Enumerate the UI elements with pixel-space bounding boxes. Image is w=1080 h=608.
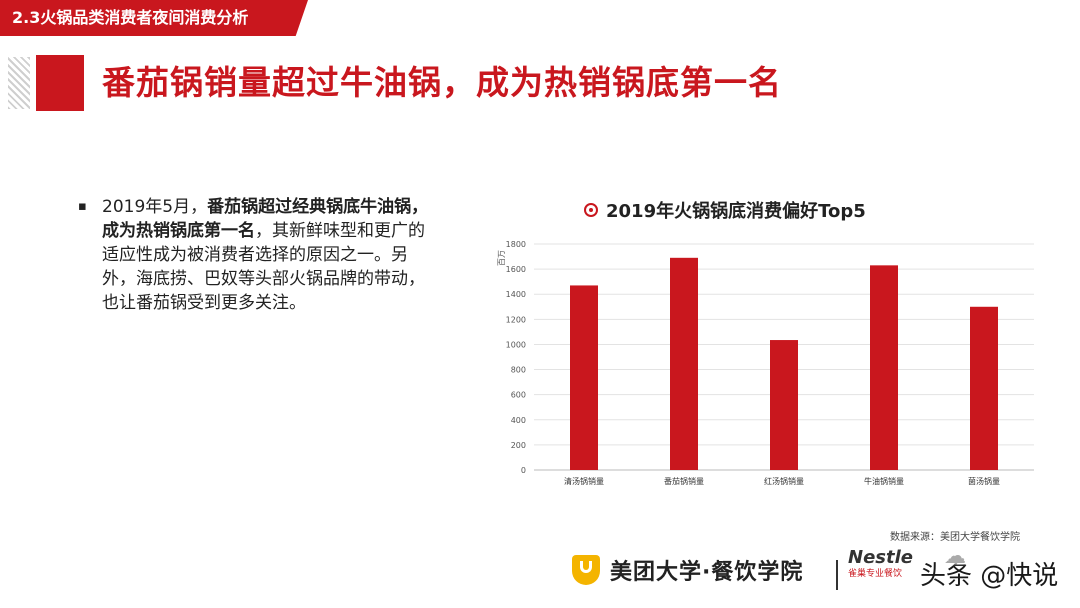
bar [770,340,798,470]
paragraph-rest: ，其新鲜味型和更广的适应性成为被消费者选择的原因之一。另外，海底捞、巴奴等头部火… [102,221,425,313]
data-source: 数据来源：美团大学餐饮学院 [890,532,1020,543]
x-tick-label: 清汤锅销量 [564,476,604,486]
bullet-marker: ▪ [78,199,87,214]
org-name: 美团大学·餐饮学院 [610,560,804,585]
chat-bubble-icon: ☁ [944,544,966,569]
footer-divider [836,560,838,590]
y-tick-label: 600 [511,391,526,400]
paragraph-body: 2019年5月，番茄锅超过经典锅底牛油锅，成为热销锅底第一名，其新鲜味型和更广的… [102,195,436,315]
x-tick-label: 牛油锅销量 [864,476,904,486]
paragraph-bold: 番茄锅超过经典锅底牛油锅，成为热销锅底第一名 [102,197,429,241]
y-tick-label: 200 [511,441,526,450]
y-tick-label: 1200 [506,315,526,324]
y-tick-label: 400 [511,416,526,425]
watermark-text: 头条 @快说 [920,560,1059,591]
watermark: ☁ 头条 @快说 [920,544,1070,600]
bar-chart: 0 200 400 600 800 1000 1200 1400 1600 1800百万清汤锅销量… [497,240,1034,486]
bar [970,306,998,470]
y-tick-label: 800 [511,366,526,375]
chart-title-text: 2019年火锅锅底消费偏好Top5 [606,201,866,222]
section-tag: 2.3火锅品类消费者夜间消费分析 [0,0,308,36]
target-icon [584,203,598,217]
hatch-decoration [8,57,30,109]
y-tick-label: 1600 [506,265,526,274]
y-tick-label: 1000 [506,340,526,349]
footer-logo: 美团大学·餐饮学院 [572,554,803,586]
bar [870,265,898,470]
x-tick-label: 番茄锅销量 [664,476,704,486]
bullet-paragraph: ▪ 2019年5月，番茄锅超过经典锅底牛油锅，成为热销锅底第一名，其新鲜味型和更… [78,195,436,315]
x-tick-label: 红汤锅销量 [764,476,804,486]
x-tick-label: 菌汤锅量 [968,476,1000,486]
paragraph-lead: 2019年5月， [102,197,208,217]
y-tick-label: 1400 [506,290,526,299]
red-accent-block [36,55,84,111]
y-tick-label: 1800 [506,240,526,249]
partner-brand: Nestle [848,547,913,568]
bar [670,257,698,470]
partner-sub: 雀巢专业餐饮 [848,569,903,579]
chart-title: 2019年火锅锅底消费偏好Top5 [584,196,866,224]
y-tick-label: 0 [521,466,526,475]
title-row: 番茄锅销量超过牛油锅，成为热销锅底第一名 [0,55,1080,111]
partner-logo: Nestle 雀巢专业餐饮 [848,548,933,600]
page-title: 番茄锅销量超过牛油锅，成为热销锅底第一名 [102,63,782,102]
bar [570,285,598,470]
shield-logo-icon [572,555,600,585]
y-axis-label: 百万 [497,250,506,266]
